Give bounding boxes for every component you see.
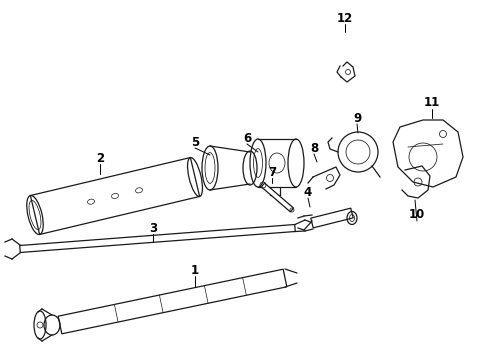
Polygon shape	[30, 158, 199, 234]
Text: 7: 7	[268, 166, 276, 179]
Polygon shape	[20, 225, 295, 252]
Text: 11: 11	[424, 96, 440, 109]
Text: 12: 12	[337, 12, 353, 24]
Polygon shape	[58, 269, 287, 334]
Text: 3: 3	[149, 221, 157, 234]
Text: 9: 9	[353, 112, 361, 125]
Text: 6: 6	[243, 131, 251, 144]
Text: 10: 10	[409, 208, 425, 221]
Text: 2: 2	[96, 152, 104, 165]
Polygon shape	[311, 208, 353, 228]
Text: 1: 1	[191, 264, 199, 276]
Text: 5: 5	[191, 135, 199, 148]
Polygon shape	[261, 183, 294, 212]
Text: 8: 8	[310, 141, 318, 154]
Text: 4: 4	[304, 185, 312, 198]
